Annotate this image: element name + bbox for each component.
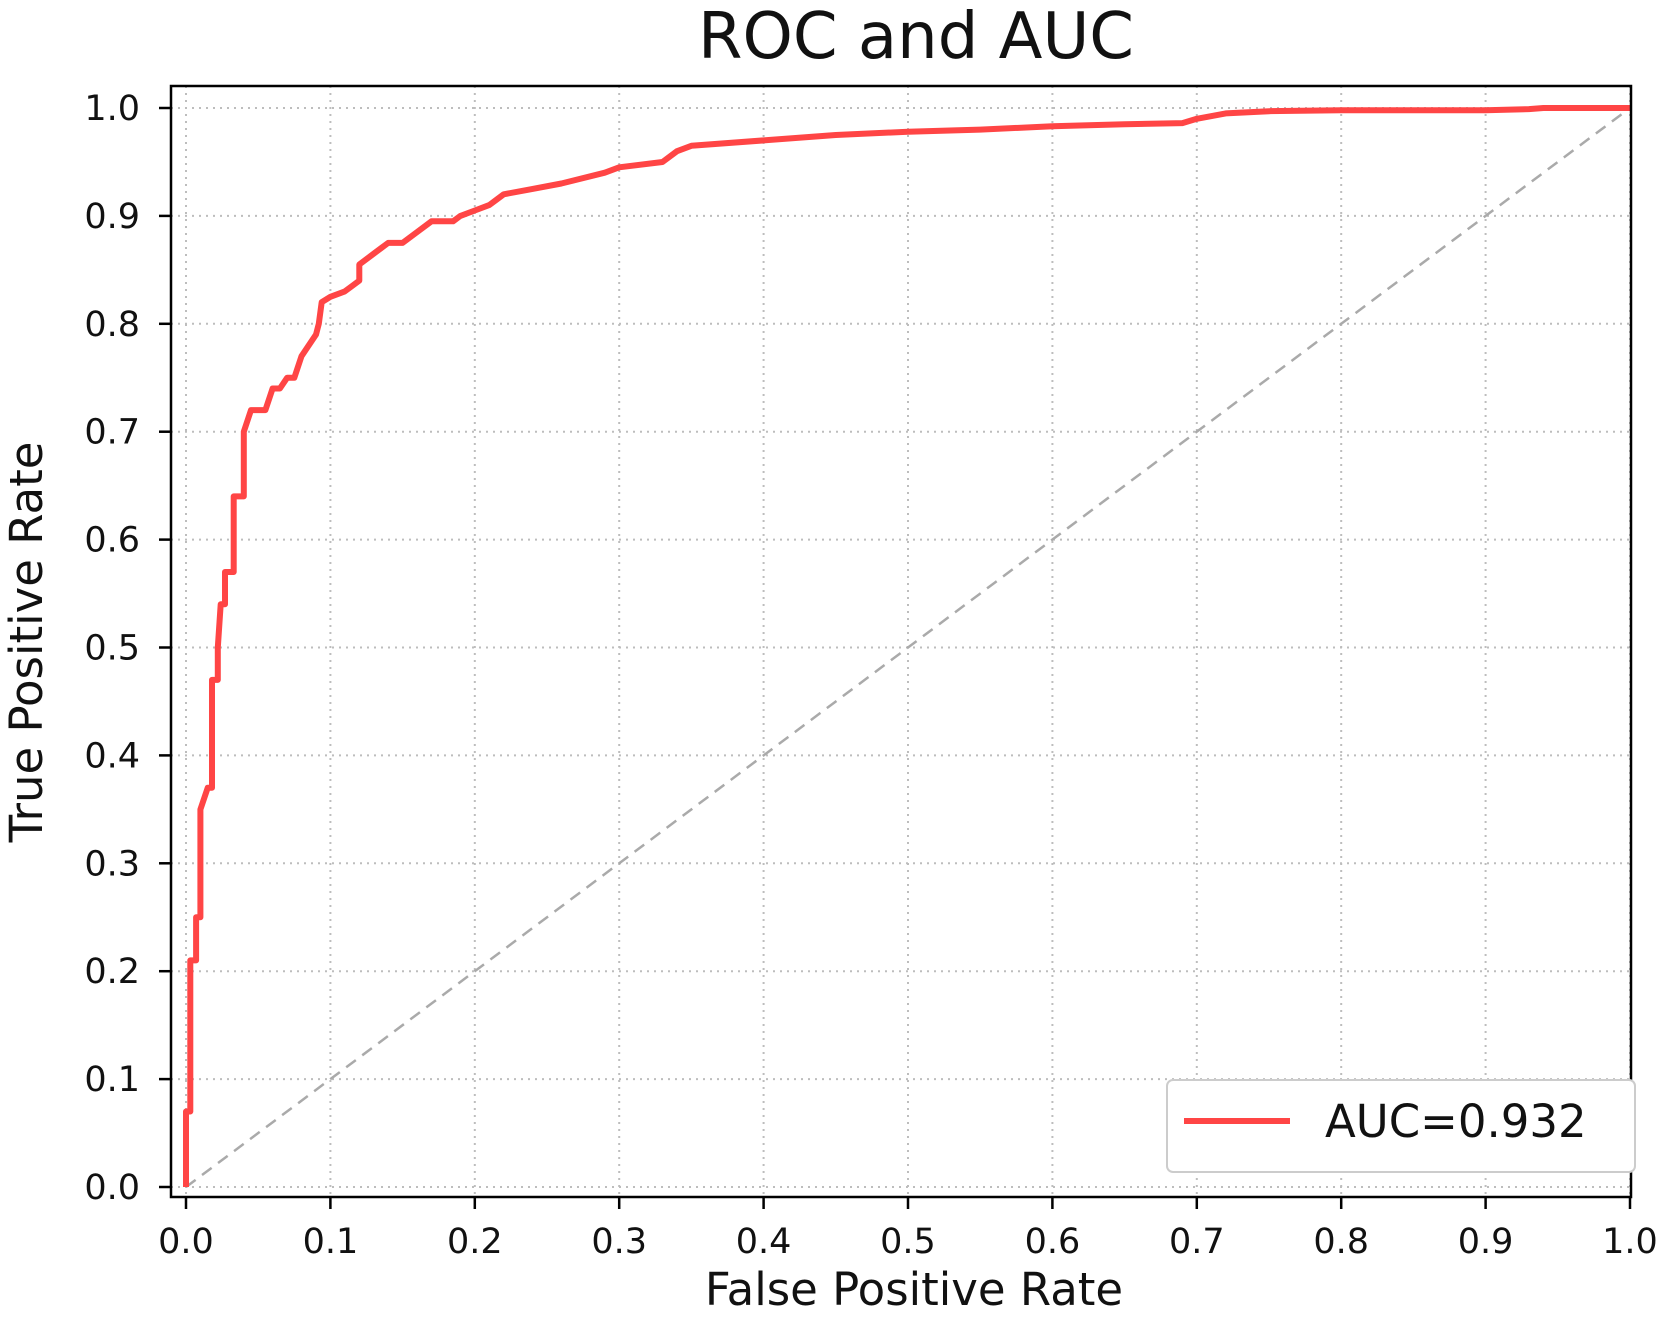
x-tick-label: 0.2 (447, 1222, 503, 1262)
x-tick-label: 0.9 (1458, 1222, 1514, 1262)
x-tick-label: 0.0 (158, 1222, 214, 1262)
chance-diagonal-line (185, 106, 1631, 1189)
chart-title: ROC and AUC (698, 0, 1134, 74)
y-tick-label: 0.8 (84, 305, 140, 345)
x-tick-label: 0.4 (736, 1222, 792, 1262)
plot-area (183, 105, 1631, 1189)
x-axis-label: False Positive Rate (705, 1263, 1123, 1316)
grid (171, 86, 1631, 1197)
y-tick-label: 0.1 (84, 1060, 140, 1100)
y-tick-label: 0.5 (84, 629, 140, 669)
x-tick-label: 0.8 (1313, 1222, 1369, 1262)
plot-frame (169, 84, 1633, 1199)
roc-curve (183, 105, 1630, 1187)
legend-label: AUC=0.932 (1325, 1095, 1587, 1148)
y-tick-label: 0.2 (84, 952, 140, 992)
x-tick-label: 0.7 (1169, 1222, 1225, 1262)
x-tick-label: 1.0 (1602, 1222, 1658, 1262)
y-tick-label: 0.4 (84, 736, 140, 776)
x-tick-label: 0.3 (591, 1222, 647, 1262)
legend-box (1166, 1079, 1636, 1173)
y-tick-label: 0.0 (84, 1168, 140, 1208)
y-tick-label: 1.0 (84, 89, 140, 129)
y-axis-ticks: 0.0 0.1 0.2 0.3 0.4 0.5 0.6 0.7 0.8 0.9 1.0 (84, 89, 171, 1208)
x-tick-label: 0.5 (880, 1222, 936, 1262)
x-tick-label: 0.1 (303, 1222, 359, 1262)
x-axis-ticks: 0.0 0.1 0.2 0.3 0.4 0.5 0.6 0.7 0.8 0.9 1.0 (158, 1197, 1658, 1262)
y-tick-label: 0.3 (84, 844, 140, 884)
y-tick-label: 0.9 (84, 197, 140, 237)
y-tick-label: 0.7 (84, 413, 140, 453)
x-tick-label: 0.6 (1025, 1222, 1081, 1262)
legend: AUC=0.932 (1166, 1079, 1636, 1173)
y-axis-label: True Positive Rate (0, 442, 53, 844)
y-tick-label: 0.6 (84, 521, 140, 561)
